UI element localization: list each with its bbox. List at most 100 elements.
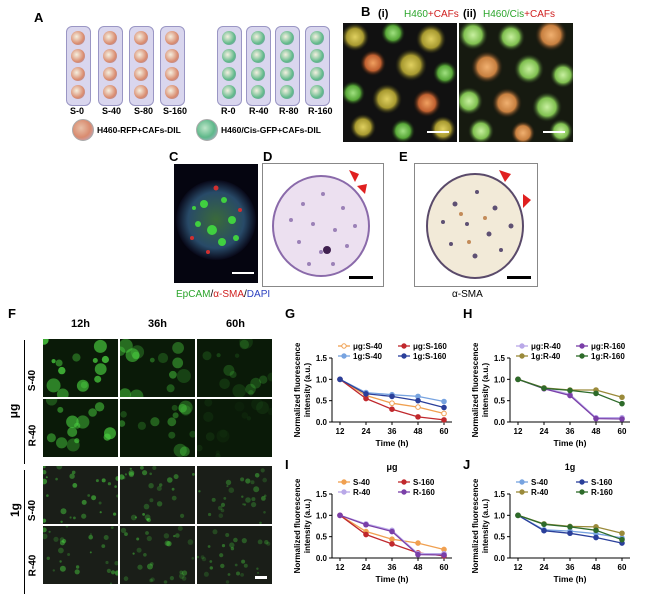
d-image [262,163,384,287]
group-label-r-160: R-160 [308,106,333,116]
h-xtick-label: 36 [566,427,575,436]
spheroid [165,85,179,99]
subpanel-label-ii: (ii) [463,8,477,20]
h-ytick-label: 1.5 [494,354,506,363]
spheroid [251,67,265,81]
spheroid [280,67,294,81]
c-caption-dapi: DAPI [246,289,271,300]
g-series-0-point [389,400,395,407]
legend-text-s: H460-RFP+CAFs-DIL [97,125,181,135]
g-series-3-point [389,393,395,400]
spheroid [310,85,324,99]
b-image-i-spheroids [343,23,457,142]
j-title: 1g [565,462,576,472]
d-arrow-2 [357,184,367,194]
f-image-r2-c1 [120,466,195,524]
i-legend-label-2: R-40 [353,488,371,497]
b-title-i: H460+CAFs [404,9,459,20]
g-xtick-label: 36 [388,427,397,436]
spheroid [222,85,236,99]
i-ytick-label: 1.5 [316,490,328,499]
g-xtick-label: 24 [362,427,371,436]
legend-sphere-r-icon [196,119,218,141]
i-ytick-label: 0.5 [316,533,328,542]
i-series-1-point [389,541,395,547]
j-legend-marker-0 [519,479,525,485]
g-xtick-label: 60 [440,427,449,436]
spheroid [165,31,179,45]
h-series-1-point [619,416,625,422]
well-r-2 [275,26,300,106]
g-legend-marker-3 [401,353,407,359]
b-title-i-h460: H460 [404,9,428,20]
f-image-grid [43,339,272,589]
j-series-3-point [567,524,573,530]
spheroid [251,49,265,63]
b-image-ii [459,23,573,142]
i-xtick-label: 60 [440,563,449,572]
g-series-line-1 [339,378,445,421]
i-legend-marker-0 [341,479,347,485]
j-xtick-label: 48 [592,563,601,572]
panel-label-i: I [285,457,289,472]
g-series-0-point [415,404,421,410]
i-xtick-label: 24 [362,563,371,572]
f-image-r0-c0 [43,339,118,397]
well-r-1 [246,26,271,106]
g-series-3-point [337,376,343,383]
i-xlabel: Time (h) [376,574,409,584]
h-series-3-point [567,387,573,394]
spheroid [71,49,85,63]
f-image-r0-c1 [120,339,195,397]
c-caption-asma: α-SMA [213,289,245,300]
spheroid [134,49,148,63]
j-ylabel-line1: Normalized fluorescence [471,478,480,573]
i-legend-label-1: S-160 [413,478,435,487]
chart-h: 0.0 0.5 1.0 1.5 12 24 36 48 60 Time (h) Normalized… [471,342,630,448]
b-ii-scale-bar [543,131,565,133]
f-image-r3-c1 [120,526,195,584]
chart-i: 0.0 0.5 1.0 1.5 12 24 36 48 60 Time (h) Normalized… [293,462,452,584]
j-legend-label-2: R-40 [531,488,549,497]
i-legend-marker-3 [401,489,407,495]
g-xlabel: Time (h) [376,438,409,448]
g-legend-label-0: μg:S-40 [353,342,383,351]
h-legend-marker-1 [579,343,585,349]
spheroid [310,31,324,45]
spheroid [165,49,179,63]
f-image-r1-c2 [197,399,272,457]
b-title-i-plus: + [427,9,434,20]
j-legend-marker-2 [519,489,525,495]
f-image-r3-c2 [197,526,272,584]
j-series-1-point [593,534,599,541]
panel-label-j: J [463,457,471,472]
spheroid [222,67,236,81]
f-image-r0-c2 [197,339,272,397]
i-series-1-point [363,531,369,538]
h-ylabel-line1: Normalized fluorescence [471,342,480,437]
f-image-r2-c2 [197,466,272,524]
i-legend-marker-1 [401,479,407,485]
spheroid [280,49,294,63]
j-legend-marker-1 [579,479,585,485]
i-xtick-label: 48 [414,563,423,572]
f-group-1g: 1g [8,502,23,518]
panel-label-a: A [34,10,44,25]
i-series-3-point [415,551,421,558]
well-s-0 [66,26,91,106]
j-xtick-label: 24 [540,563,549,572]
group-label-s-40: S-40 [102,106,122,116]
spheroid [310,67,324,81]
g-ylabel-line1: Normalized fluorescence [293,342,302,437]
f-row-label-2: S-40 [27,499,39,522]
h-series-3-point [515,376,521,383]
chart-j: 0.0 0.5 1.0 1.5 12 24 36 48 60 Time (h) Normalized… [471,462,630,584]
group-label-r-40: R-40 [249,106,269,116]
j-xtick-label: 36 [566,563,575,572]
f-time-36h: 36h [148,318,167,330]
b-title-ii-plus: + [524,9,530,20]
well-s-3 [160,26,185,106]
f-time-12h: 12h [71,318,90,330]
i-legend-label-3: R-160 [413,488,435,497]
h-xtick-label: 24 [540,427,549,436]
